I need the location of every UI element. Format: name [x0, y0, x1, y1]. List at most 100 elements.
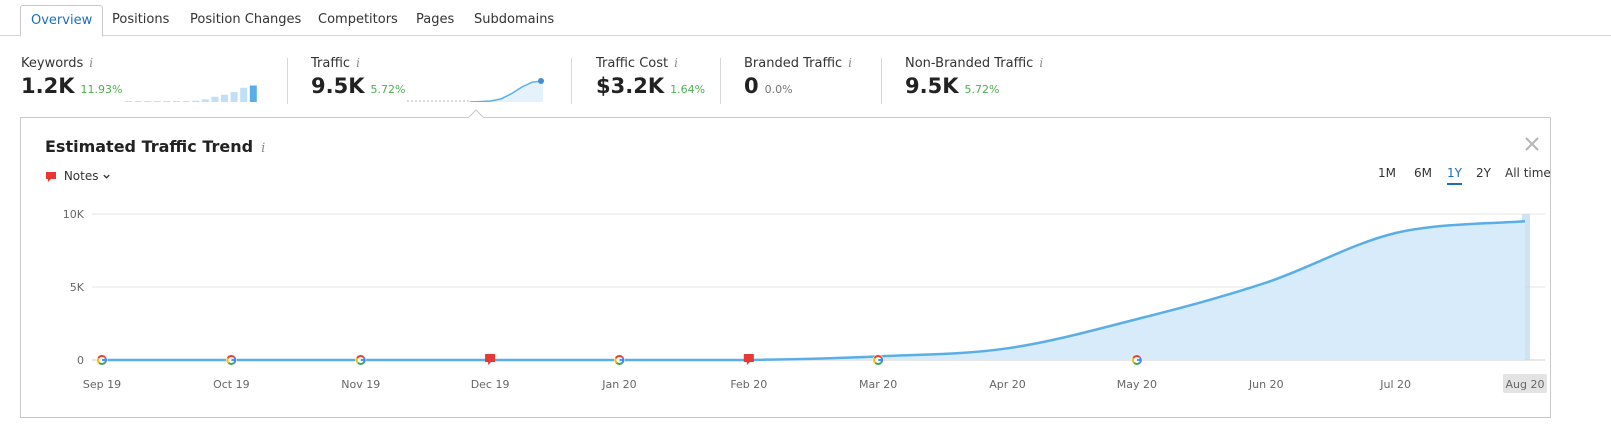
tab-overview[interactable]: Overview — [20, 5, 104, 37]
panel-title: Estimated Traffic Trend — [45, 137, 254, 156]
y-tick-label: 0 — [77, 354, 84, 367]
highlight-column — [1522, 214, 1530, 360]
info-icon[interactable]: i — [261, 141, 266, 156]
sparkline-bar — [211, 96, 219, 102]
info-icon[interactable]: i — [356, 56, 360, 70]
close-icon[interactable] — [1522, 134, 1542, 154]
metric-traffic-cost-label-row: Traffic Cost i — [596, 56, 678, 71]
metric-label: Non-Branded Traffic — [905, 56, 1034, 71]
metric-label: Branded Traffic — [744, 56, 843, 71]
sparkline-bar — [192, 100, 200, 102]
x-tick-label: Dec 19 — [471, 378, 510, 391]
divider — [720, 58, 721, 104]
google-update-icon[interactable] — [96, 354, 108, 366]
x-tick-label: Mar 20 — [859, 378, 897, 391]
google-update-icon[interactable] — [355, 354, 367, 366]
range-2y-button[interactable]: 2Y — [1476, 166, 1491, 180]
x-tick-label: Sep 19 — [83, 378, 121, 391]
metric-non-branded-traffic[interactable]: Non-Branded Traffic i 9.5K 5.72% — [905, 56, 1085, 106]
divider — [571, 58, 572, 104]
sparkline-bar — [144, 101, 152, 102]
x-tick-label: Jul 20 — [1379, 378, 1411, 391]
report-tabs: Overview Positions Position Changes Comp… — [0, 0, 1611, 37]
sparkline-end-dot — [538, 78, 544, 84]
tab-positions[interactable]: Positions — [112, 12, 170, 27]
metric-keywords-label-row: Keywords i — [21, 56, 93, 71]
metric-traffic[interactable]: Traffic i 9.5K 5.72% — [311, 56, 561, 106]
google-update-icon[interactable] — [225, 354, 237, 366]
metric-branded-traffic[interactable]: Branded Traffic i 0 0.0% — [744, 56, 874, 106]
notes-label: Notes — [63, 169, 99, 183]
metric-delta: 1.64% — [670, 83, 706, 96]
metric-traffic-cost[interactable]: Traffic Cost i $3.2K 1.64% — [596, 56, 716, 106]
info-icon[interactable]: i — [1039, 56, 1044, 70]
range-1y-button[interactable]: 1Y — [1447, 166, 1462, 185]
sparkline-bar — [249, 85, 257, 102]
traffic-line — [102, 220, 1526, 362]
metric-delta: 11.93% — [80, 83, 123, 96]
x-tick-label: Apr 20 — [989, 378, 1026, 391]
x-tick-label: May 20 — [1117, 378, 1157, 391]
range-all-time-button[interactable]: All time — [1505, 166, 1551, 180]
x-tick-label: Aug 20 — [1506, 378, 1545, 391]
metric-value: 9.5K — [311, 74, 365, 98]
metric-delta: 5.72% — [964, 83, 1000, 96]
metric-keywords[interactable]: Keywords i 1.2K 11.93% — [21, 56, 271, 106]
x-tick-label: Nov 19 — [341, 378, 380, 391]
divider — [881, 58, 882, 104]
traffic-area — [102, 221, 1525, 360]
metric-value: $3.2K — [596, 74, 665, 98]
traffic-trend-panel: Estimated Traffic Trend i Notes 1M 6M 1Y … — [20, 117, 1551, 418]
metric-non-branded-label-row: Non-Branded Traffic i — [905, 56, 1043, 71]
tab-position-changes[interactable]: Position Changes — [190, 12, 302, 27]
sparkline-bar — [163, 101, 171, 102]
metric-value-row: 9.5K 5.72% — [905, 74, 999, 98]
metric-traffic-label-row: Traffic i — [311, 56, 360, 71]
tab-pages[interactable]: Pages — [416, 12, 455, 27]
tab-competitors[interactable]: Competitors — [318, 12, 398, 27]
x-tick-label: Feb 20 — [730, 378, 767, 391]
info-icon[interactable]: i — [89, 56, 94, 70]
google-update-icon[interactable] — [1131, 354, 1143, 366]
sparkline-bar — [173, 101, 180, 102]
sparkline-bar — [134, 101, 142, 102]
info-icon[interactable]: i — [674, 56, 678, 70]
metric-branded-label-row: Branded Traffic i — [744, 56, 852, 71]
sparkline-bar — [153, 101, 161, 102]
panel-pointer — [468, 109, 484, 118]
metric-value-row: 1.2K 11.93% — [21, 74, 122, 98]
google-update-icon[interactable] — [613, 354, 625, 366]
x-tick-label: Jun 20 — [1248, 378, 1284, 391]
x-tick-label: Oct 19 — [213, 378, 250, 391]
range-6m-button[interactable]: 6M — [1414, 166, 1432, 180]
note-icon[interactable] — [743, 354, 754, 365]
chevron-down-icon — [103, 174, 111, 179]
sparkline-bar — [201, 99, 209, 102]
metric-delta: 5.72% — [370, 83, 406, 96]
info-icon[interactable]: i — [848, 56, 853, 70]
note-icon[interactable] — [485, 354, 496, 365]
sparkline-bar — [240, 87, 248, 102]
traffic-sparkline — [407, 78, 544, 102]
tab-subdomains[interactable]: Subdomains — [474, 12, 555, 27]
y-tick-label: 10K — [63, 208, 85, 221]
metric-delta: 0.0% — [764, 83, 793, 96]
sparkline-bar — [230, 92, 238, 102]
metric-label: Traffic — [311, 56, 351, 71]
sparkline-line — [469, 80, 544, 102]
x-tick-highlight — [1503, 374, 1547, 393]
sparkline-bar — [221, 94, 228, 102]
panel-title-row: Estimated Traffic Trend i — [45, 137, 265, 156]
y-tick-label: 5K — [70, 281, 85, 294]
sparkline-bar — [182, 101, 190, 102]
note-icon — [46, 171, 56, 182]
metric-value-row: 9.5K 5.72% — [311, 74, 405, 98]
metric-value-row: 0 0.0% — [744, 74, 793, 98]
notes-dropdown[interactable]: Notes — [45, 169, 111, 183]
metric-value: 0 — [744, 74, 759, 98]
metric-value-row: $3.2K 1.64% — [596, 74, 705, 98]
google-update-icon[interactable] — [872, 354, 884, 366]
range-1m-button[interactable]: 1M — [1378, 166, 1396, 180]
metric-value: 1.2K — [21, 74, 75, 98]
